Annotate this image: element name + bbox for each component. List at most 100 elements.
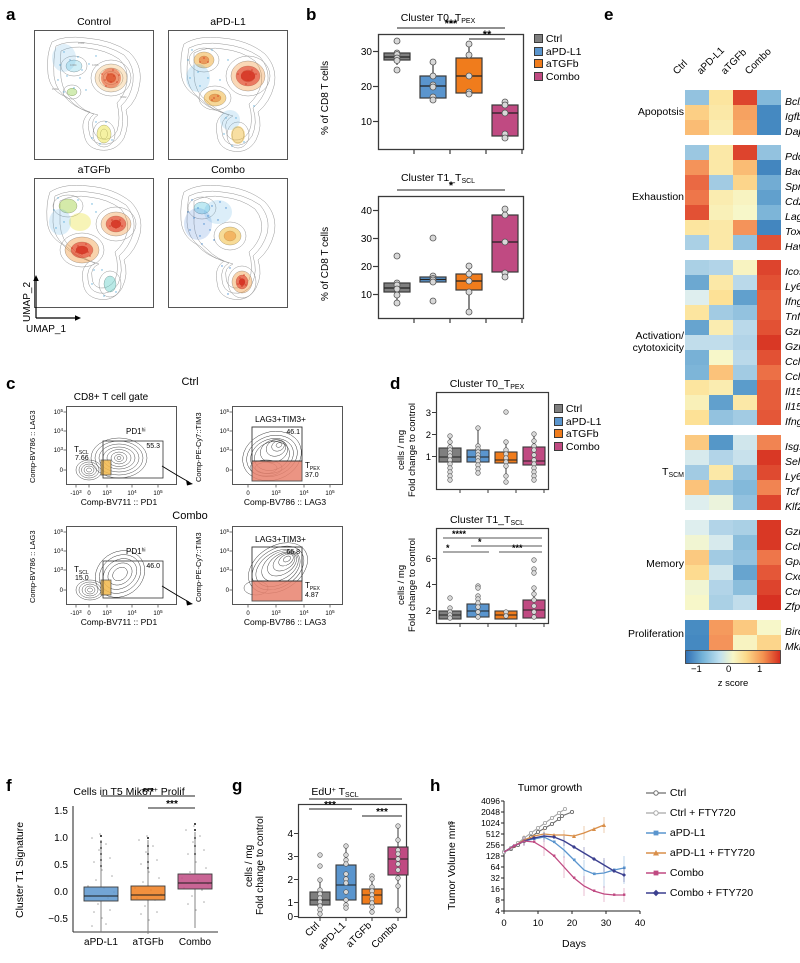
- svg-text:1: 1: [287, 898, 293, 909]
- heatmap-gene-label: Bach2: [785, 166, 800, 178]
- svg-text:103: 103: [54, 446, 64, 454]
- panel-d-legend-swatch-combo: [554, 441, 563, 451]
- panel-d-chart1-title: Cluster T0_TPEX: [422, 378, 552, 391]
- heatmap-cell: [757, 410, 781, 425]
- heatmap-colorbar: −1 0 1 z score: [685, 650, 781, 689]
- svg-text:30: 30: [601, 918, 612, 929]
- legend-label-atgfb: aTGFb: [545, 58, 579, 70]
- svg-text:0: 0: [501, 918, 506, 929]
- svg-text:20: 20: [361, 262, 373, 273]
- heatmap-row: Bach2: [685, 160, 800, 178]
- heatmap-cell: [685, 450, 709, 465]
- panel-f-letter: f: [6, 776, 12, 795]
- heatmap-row: Tcf7: [685, 480, 800, 498]
- svg-text:0.006: 0.006: [92, 63, 99, 67]
- heatmap-cell: [709, 535, 733, 550]
- svg-text:105: 105: [153, 609, 163, 617]
- heatmap-cell: [709, 580, 733, 595]
- svg-text:103: 103: [271, 489, 281, 497]
- colorbar-label: z score: [717, 678, 749, 689]
- panel-h-legend-item-combo[interactable]: Combo: [645, 868, 755, 879]
- heatmap-row: Cd200: [685, 190, 800, 208]
- legend-item-atgfb[interactable]: aTGFb: [534, 59, 582, 70]
- panel-d-chart1-ylabel: cells / mg Fold change to control: [396, 400, 418, 500]
- panel-d-legend-item-apdl1[interactable]: aPD-L1: [554, 415, 602, 428]
- svg-text:0.0: 0.0: [54, 887, 68, 898]
- heatmap-gene-label: Tcf7: [785, 486, 800, 498]
- panel-d-legend-item-atgfb[interactable]: aTGFb: [554, 429, 602, 440]
- svg-text:103: 103: [102, 489, 112, 497]
- panel-g-title-t: T: [338, 786, 346, 798]
- panel-h-ylabel: Tumor Volume mm3: [446, 806, 458, 922]
- svg-text:105: 105: [220, 528, 230, 536]
- flow-ctrl-right-xlabel: Comp-BV786 :: LAG3: [243, 497, 327, 507]
- svg-text:0: 0: [87, 491, 91, 497]
- legend-item-combo[interactable]: Combo: [534, 71, 582, 83]
- heatmap-row: Ccl3: [685, 365, 800, 383]
- heatmap-cell: [757, 220, 781, 235]
- svg-text:0: 0: [246, 611, 250, 617]
- panel-h-legend-label-ctrl: Ctrl: [669, 787, 687, 799]
- panel-c-row2-condition: Combo: [172, 510, 208, 522]
- heatmap-cell: [757, 160, 781, 175]
- heatmap-cell: [733, 175, 757, 190]
- heatmap-gene-label: Pdcd1: [785, 151, 800, 163]
- heatmap-row: Cxcr3: [685, 565, 800, 583]
- panel-h-legend-item-ctrl[interactable]: Ctrl: [645, 788, 755, 799]
- svg-text:3: 3: [287, 852, 293, 863]
- svg-text:104: 104: [299, 609, 309, 617]
- heatmap-row: Klf2: [685, 495, 800, 513]
- heatmap-row: Mki67: [685, 635, 800, 653]
- panel-d-chart1-title-sub: PEX: [510, 384, 525, 391]
- heatmap-gene-label: Ccl4: [785, 356, 800, 368]
- panel-h-title: Tumor growth: [517, 782, 583, 794]
- heatmap-cell: [685, 620, 709, 635]
- heatmap-cell: [709, 275, 733, 290]
- svg-text:10: 10: [361, 117, 373, 128]
- legend-item-apdl1[interactable]: aPD-L1: [534, 46, 582, 58]
- heatmap-row: Spry2: [685, 175, 800, 193]
- heatmap-cell: [757, 260, 781, 275]
- panel-h-legend-item-apdl1-fty[interactable]: aPD-L1 + FTY720: [645, 848, 755, 859]
- panel-h-legend-label-combo: Combo: [669, 867, 704, 879]
- heatmap-cell: [685, 190, 709, 205]
- panel-g-title-main: EdU: [311, 786, 332, 798]
- panel-d-legend-item-combo[interactable]: Combo: [554, 441, 602, 453]
- heatmap-row: Ifng: [685, 290, 800, 308]
- panel-g-ylabel-2: Fold change to control: [255, 816, 266, 916]
- panel-b-letter: b: [306, 5, 317, 24]
- heatmap-row: Tox: [685, 220, 800, 238]
- panel-h: Tumor growth 4096 2048 1024 512 256 128 64 32…: [440, 782, 800, 962]
- heatmap-cell: [757, 350, 781, 365]
- panel-d-legend-label-apdl1: aPD-L1: [565, 415, 602, 428]
- svg-text:0: 0: [226, 468, 230, 474]
- flow-plot-ctrl-lag3: 105 104 103 0 0 103 104 105: [220, 406, 343, 497]
- heatmap-cell: [757, 90, 781, 105]
- svg-text:*: *: [449, 180, 454, 192]
- legend-item-ctrl[interactable]: Ctrl: [534, 34, 582, 45]
- svg-text:0: 0: [246, 491, 250, 497]
- heatmap-group-label-3: TSCM: [662, 465, 684, 479]
- heatmap-cell: [685, 220, 709, 235]
- svg-text:20: 20: [361, 82, 373, 93]
- panel-h-legend-item-apdl1[interactable]: aPD-L1: [645, 828, 755, 839]
- heatmap-cell: [733, 365, 757, 380]
- panel-b-chart1-ylabel: % of CD8 T cells: [320, 60, 331, 136]
- heatmap-cell: [733, 275, 757, 290]
- colorbar-tick-0: 0: [726, 664, 732, 675]
- svg-text:46.0: 46.0: [146, 563, 160, 570]
- panel-d-legend-item-ctrl[interactable]: Ctrl: [554, 404, 602, 415]
- svg-text:0.002: 0.002: [120, 95, 127, 99]
- svg-text:*: *: [446, 543, 450, 553]
- heatmap-cell: [757, 365, 781, 380]
- panel-h-legend-item-ctrl-fty[interactable]: Ctrl + FTY720: [645, 808, 755, 819]
- svg-text:LAG3+TIM3+: LAG3+TIM3+: [255, 414, 306, 424]
- panel-h-legend-item-combo-fty[interactable]: Combo + FTY720: [645, 888, 755, 899]
- heatmap-gene-label: Il15ra: [785, 401, 800, 413]
- panel-h-xlabel: Days: [562, 938, 586, 950]
- heatmap-cell: [685, 580, 709, 595]
- svg-text:4: 4: [426, 580, 431, 591]
- heatmap-row: Gzmk: [685, 520, 800, 538]
- heatmap-cell: [733, 410, 757, 425]
